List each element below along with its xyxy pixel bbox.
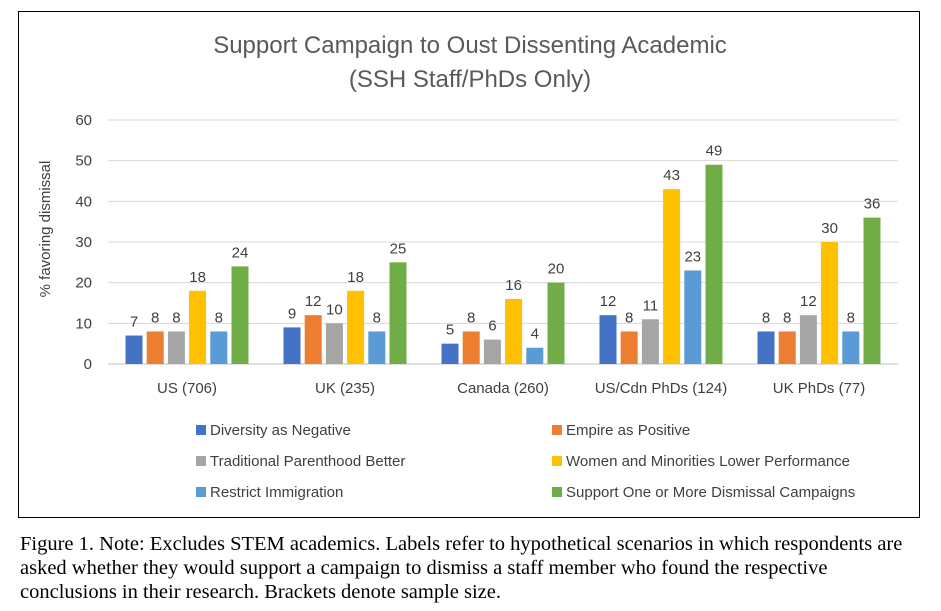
data-label: 8: [172, 309, 180, 326]
data-label: 36: [864, 196, 881, 213]
bar: [462, 331, 480, 364]
bar: [757, 331, 775, 364]
data-label: 8: [847, 309, 855, 326]
x-tick-label: US/Cdn PhDs (124): [595, 380, 728, 397]
bar: [304, 315, 322, 364]
bar: [684, 270, 702, 364]
bar: [347, 290, 365, 364]
data-label: 18: [189, 269, 206, 286]
y-axis-label: % favoring dismissal: [37, 161, 54, 298]
bar: [599, 315, 617, 364]
bar: [526, 347, 544, 364]
data-label: 11: [643, 297, 659, 314]
y-tick-label: 0: [84, 356, 92, 373]
legend-label: Empire as Positive: [566, 422, 690, 439]
legend-label: Diversity as Negative: [210, 422, 351, 439]
bar: [189, 290, 207, 364]
bar: [231, 266, 249, 364]
legend-swatch: [196, 425, 206, 435]
x-tick-label: UK PhDs (77): [773, 380, 866, 397]
data-label: 43: [663, 167, 680, 184]
data-label: 10: [326, 301, 343, 318]
data-label: 8: [151, 309, 159, 326]
data-label: 8: [467, 309, 475, 326]
legend-label: Support One or More Dismissal Campaigns: [566, 484, 855, 501]
bar: [778, 331, 796, 364]
y-tick-label: 50: [75, 153, 92, 170]
bar-chart: Support Campaign to Oust Dissenting Acad…: [37, 32, 898, 501]
legend-label: Traditional Parenthood Better: [210, 453, 405, 470]
data-label: 9: [288, 305, 296, 322]
bar: [389, 262, 407, 364]
y-tick-label: 10: [75, 315, 92, 332]
data-label: 6: [488, 318, 496, 335]
bar: [441, 343, 459, 364]
legend-label: Restrict Immigration: [210, 484, 343, 501]
x-tick-label: UK (235): [315, 380, 375, 397]
data-label: 49: [706, 143, 723, 160]
bar: [283, 327, 301, 364]
data-label: 12: [600, 293, 617, 310]
bar: [705, 164, 723, 364]
data-label: 20: [548, 261, 565, 278]
bar: [505, 298, 523, 364]
bar: [547, 282, 565, 364]
bar: [325, 323, 343, 364]
data-label: 8: [762, 309, 770, 326]
data-label: 4: [531, 326, 539, 343]
bar: [663, 189, 681, 364]
y-tick-label: 20: [75, 275, 92, 292]
data-label: 16: [505, 277, 522, 294]
bar: [167, 331, 185, 364]
chart-frame: [18, 11, 920, 518]
bar: [125, 335, 143, 364]
bar: [483, 339, 501, 364]
chart-title: Support Campaign to Oust Dissenting Acad…: [213, 32, 727, 59]
data-label: 18: [347, 269, 364, 286]
legend-swatch: [552, 487, 562, 497]
data-label: 8: [625, 309, 633, 326]
legend-swatch: [196, 487, 206, 497]
y-tick-label: 30: [75, 234, 92, 251]
legend-swatch: [552, 456, 562, 466]
x-tick-label: US (706): [157, 380, 217, 397]
bar: [821, 242, 839, 364]
bar: [863, 217, 881, 364]
data-label: 30: [821, 220, 838, 237]
data-label: 23: [684, 248, 701, 265]
data-label: 25: [390, 240, 407, 257]
bar: [641, 319, 659, 364]
data-label: 8: [373, 309, 381, 326]
data-label: 24: [232, 244, 249, 261]
bar: [368, 331, 386, 364]
data-label: 7: [130, 314, 138, 331]
chart-subtitle: (SSH Staff/PhDs Only): [349, 66, 591, 93]
data-label: 12: [800, 293, 817, 310]
y-tick-label: 40: [75, 193, 92, 210]
bar: [146, 331, 164, 364]
data-label: 8: [215, 309, 223, 326]
data-label: 5: [446, 322, 454, 339]
legend-swatch: [552, 425, 562, 435]
x-tick-label: Canada (260): [457, 380, 549, 397]
bar: [210, 331, 228, 364]
data-label: 12: [305, 293, 322, 310]
legend-label: Women and Minorities Lower Performance: [566, 453, 850, 470]
data-label: 8: [783, 309, 791, 326]
figure-caption: Figure 1. Note: Excludes STEM academics.…: [20, 533, 903, 603]
bar: [799, 315, 817, 364]
bar: [842, 331, 860, 364]
y-tick-label: 60: [75, 112, 92, 129]
legend-swatch: [196, 456, 206, 466]
bar: [620, 331, 638, 364]
